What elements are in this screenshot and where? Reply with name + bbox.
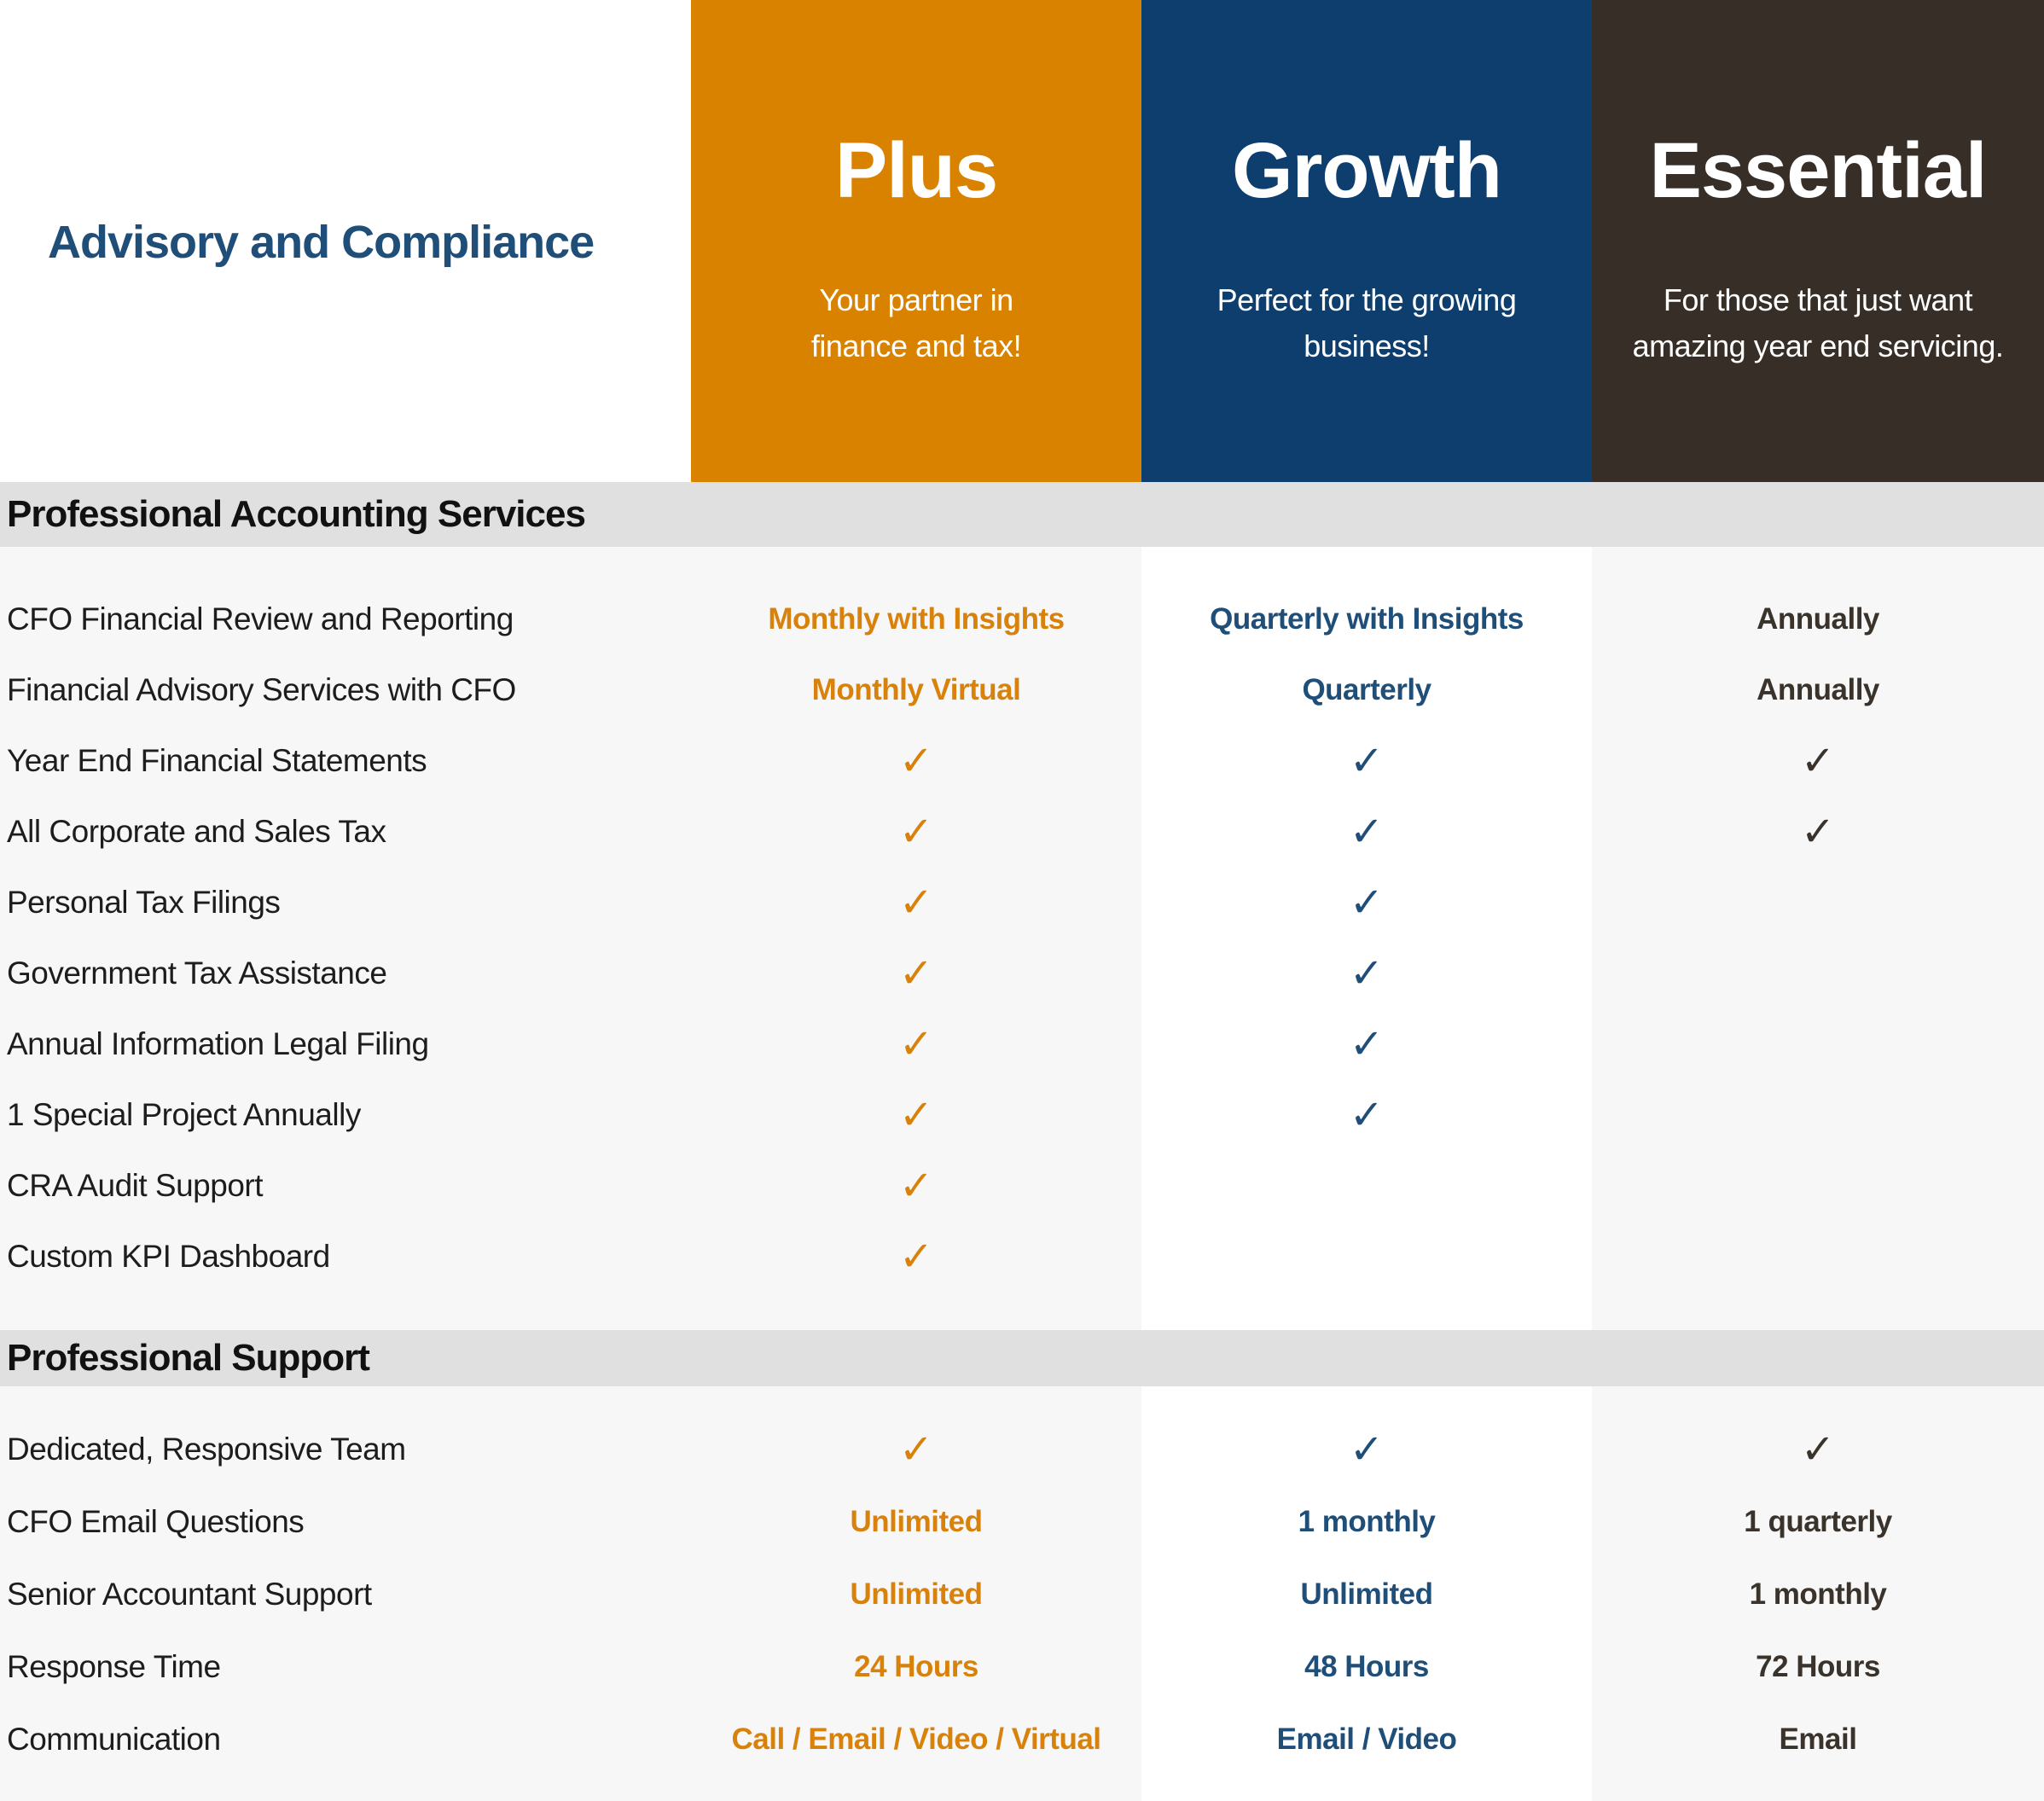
checkmark-icon: ✓ <box>898 1021 934 1067</box>
plan-title: Growth <box>1232 127 1502 214</box>
table-row: Government Tax Assistance ✓ ✓ <box>0 938 2044 1008</box>
feature-label: Communication <box>7 1721 221 1757</box>
checkmark-icon: ✓ <box>1349 1092 1385 1138</box>
table-row: Annual Information Legal Filing ✓ ✓ <box>0 1008 2044 1079</box>
cell-essential-value: Annually <box>1757 601 1879 636</box>
checkmark-icon: ✓ <box>1349 809 1385 855</box>
table-row: Year End Financial Statements ✓ ✓ ✓ <box>0 725 2044 796</box>
table-row: Response Time 24 Hours 48 Hours 72 Hours <box>0 1630 2044 1703</box>
feature-label: Response Time <box>7 1648 221 1684</box>
plan-tagline-line: amazing year end servicing. <box>1632 328 2004 363</box>
plan-header-essential: Essential For those that just want amazi… <box>1592 0 2044 482</box>
plan-title: Essential <box>1649 127 1988 214</box>
checkmark-icon: ✓ <box>1800 1426 1836 1473</box>
cell-growth-value: 1 monthly <box>1298 1504 1436 1538</box>
cell-essential-value: Email <box>1779 1722 1857 1756</box>
cell-essential-value: 72 Hours <box>1756 1649 1880 1683</box>
feature-label: Annual Information Legal Filing <box>7 1025 429 1061</box>
checkmark-icon: ✓ <box>1349 1021 1385 1067</box>
table-row: All Corporate and Sales Tax ✓ ✓ ✓ <box>0 796 2044 867</box>
checkmark-icon: ✓ <box>1349 880 1385 926</box>
checkmark-icon: ✓ <box>1800 738 1836 784</box>
cell-essential-value: 1 monthly <box>1749 1577 1887 1611</box>
cell-plus-value: Monthly Virtual <box>811 672 1021 706</box>
table-row: Senior Accountant Support Unlimited Unli… <box>0 1558 2044 1630</box>
table-row: 1 Special Project Annually ✓ ✓ <box>0 1079 2044 1150</box>
cell-essential-value: Annually <box>1757 672 1879 706</box>
feature-label: Personal Tax Filings <box>7 884 281 920</box>
checkmark-icon: ✓ <box>1349 950 1385 996</box>
plan-title: Plus <box>834 127 998 214</box>
checkmark-icon: ✓ <box>898 738 934 784</box>
section-band-support: Professional Support <box>0 1330 2044 1386</box>
feature-label: Financial Advisory Services with CFO <box>7 671 516 707</box>
table-row: CFO Financial Review and Reporting Month… <box>0 584 2044 654</box>
section-band-accounting: Professional Accounting Services <box>0 482 2044 547</box>
feature-label: CFO Email Questions <box>7 1503 305 1539</box>
checkmark-icon: ✓ <box>1349 738 1385 784</box>
checkmark-icon: ✓ <box>898 950 934 996</box>
checkmark-icon: ✓ <box>898 809 934 855</box>
feature-label: Senior Accountant Support <box>7 1576 372 1612</box>
feature-label: 1 Special Project Annually <box>7 1096 361 1132</box>
table-row: CFO Email Questions Unlimited 1 monthly … <box>0 1485 2044 1558</box>
cell-growth-value: 48 Hours <box>1304 1649 1429 1683</box>
table-row: CRA Audit Support ✓ <box>0 1150 2044 1221</box>
table-row: Dedicated, Responsive Team ✓ ✓ ✓ <box>0 1413 2044 1485</box>
plan-tagline: Your partner in finance and tax! <box>698 277 1135 369</box>
feature-label: Year End Financial Statements <box>7 742 427 778</box>
cell-growth-value: Quarterly <box>1302 672 1431 706</box>
table-row: Communication Call / Email / Video / Vir… <box>0 1703 2044 1775</box>
checkmark-icon: ✓ <box>1800 809 1836 855</box>
plan-header-growth: Growth Perfect for the growing business! <box>1141 0 1592 482</box>
checkmark-icon: ✓ <box>898 1163 934 1209</box>
cell-plus-value: Call / Email / Video / Virtual <box>731 1722 1101 1756</box>
checkmark-icon: ✓ <box>898 1234 934 1280</box>
cell-growth-value: Unlimited <box>1300 1577 1433 1611</box>
table-row: Personal Tax Filings ✓ ✓ <box>0 867 2044 938</box>
table-row: Custom KPI Dashboard ✓ <box>0 1221 2044 1292</box>
cell-plus-value: Unlimited <box>850 1577 983 1611</box>
plan-header-plus: Plus Your partner in finance and tax! <box>691 0 1141 482</box>
cell-essential-value: 1 quarterly <box>1744 1504 1892 1538</box>
checkmark-icon: ✓ <box>898 1092 934 1138</box>
plan-tagline: Perfect for the growing business! <box>1148 277 1585 369</box>
plan-tagline-line: For those that just want <box>1663 282 1973 317</box>
checkmark-icon: ✓ <box>898 880 934 926</box>
feature-label: All Corporate and Sales Tax <box>7 813 386 849</box>
feature-label: Custom KPI Dashboard <box>7 1238 330 1274</box>
growth-column-highlight <box>1141 482 1592 1801</box>
cell-growth-value: Quarterly with Insights <box>1210 601 1524 636</box>
cell-plus-value: 24 Hours <box>854 1649 978 1683</box>
section-title: Professional Accounting Services <box>7 493 586 535</box>
plan-tagline-line: business! <box>1304 328 1430 363</box>
feature-label: CRA Audit Support <box>7 1167 264 1203</box>
cell-growth-value: Email / Video <box>1276 1722 1457 1756</box>
plan-tagline-line: finance and tax! <box>810 328 1022 363</box>
checkmark-icon: ✓ <box>1349 1426 1385 1473</box>
cell-plus-value: Monthly with Insights <box>768 601 1065 636</box>
cell-plus-value: Unlimited <box>850 1504 983 1538</box>
table-row: Financial Advisory Services with CFO Mon… <box>0 654 2044 725</box>
section-title: Professional Support <box>7 1337 370 1379</box>
checkmark-icon: ✓ <box>898 1426 934 1473</box>
plan-tagline-line: Perfect for the growing <box>1217 282 1517 317</box>
feature-label: Dedicated, Responsive Team <box>7 1431 406 1467</box>
plan-tagline: For those that just want amazing year en… <box>1599 277 2037 369</box>
page-title: Advisory and Compliance <box>48 217 595 268</box>
feature-label: CFO Financial Review and Reporting <box>7 601 514 636</box>
body-background <box>0 482 2044 1801</box>
plan-tagline-line: Your partner in <box>819 282 1013 317</box>
feature-label: Government Tax Assistance <box>7 955 387 991</box>
